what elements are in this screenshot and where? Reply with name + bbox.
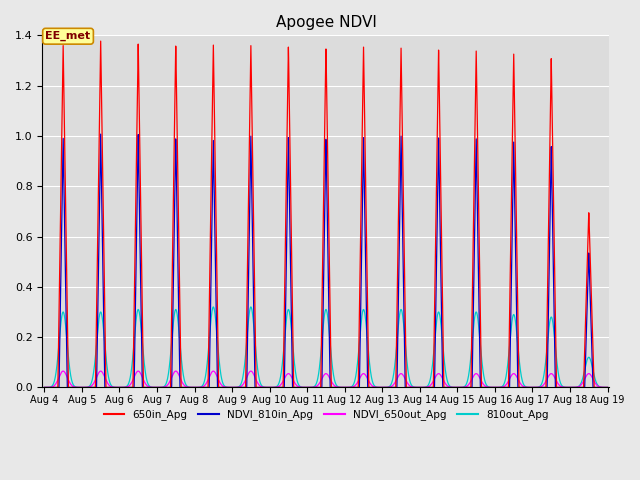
Legend: 650in_Apg, NDVI_810in_Apg, NDVI_650out_Apg, 810out_Apg: 650in_Apg, NDVI_810in_Apg, NDVI_650out_A… <box>99 405 552 424</box>
Title: Apogee NDVI: Apogee NDVI <box>276 15 376 30</box>
Text: EE_met: EE_met <box>45 31 91 41</box>
